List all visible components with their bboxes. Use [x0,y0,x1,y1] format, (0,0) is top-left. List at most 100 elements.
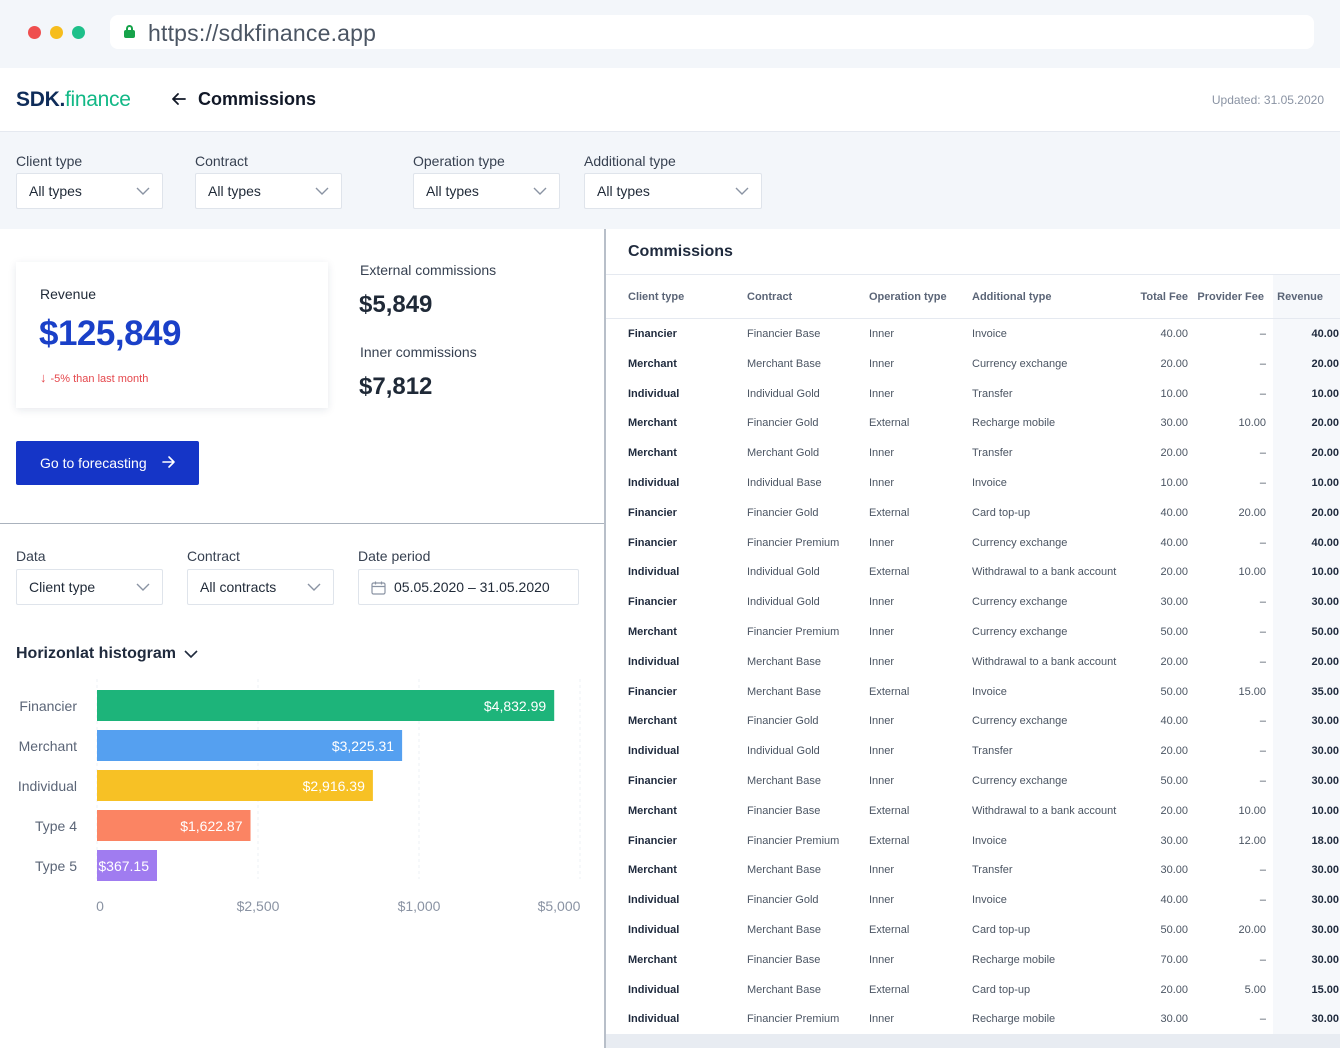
table-row[interactable]: Financier Financier Premium External Invoic… [606,826,1340,856]
table-row[interactable]: Individual Individual Gold External Withdra… [606,557,1340,587]
minimize-window-dot[interactable] [50,26,63,39]
cell-contract: Merchant Base [747,655,821,668]
cell-revenue: 10.00 [1311,477,1339,489]
table-row[interactable]: Merchant Financier Premium Inner Currency e… [606,617,1340,647]
cell-provider-fee: 10.00 [1238,417,1266,430]
column-header[interactable]: Total Fee [1140,291,1188,303]
table-row[interactable]: Merchant Financier Base Inner Recharge mobi… [606,945,1340,975]
contract-select[interactable]: All types [195,173,342,209]
cell-client-type: Merchant [628,447,677,460]
calendar-icon [371,581,386,595]
cell-additional-type: Card top-up [972,506,1031,519]
table-row[interactable]: Merchant Financier Base External Withdrawal… [606,796,1340,826]
table-row[interactable]: Individual Financier Gold Inner Invoice 40.0… [606,885,1340,915]
cell-provider-fee: – [1259,864,1266,877]
external-commissions-value: $5,849 [359,291,433,318]
cell-client-type: Financier [628,596,677,609]
table-row[interactable]: Individual Individual Gold Inner Transfer 10… [606,379,1340,409]
table-row[interactable]: Financier Financier Base Inner Invoice 40.00… [606,319,1340,349]
table-row[interactable]: Financier Financier Gold External Card top-… [606,498,1340,528]
cell-revenue: 30.00 [1311,1013,1339,1026]
table-row[interactable]: Merchant Merchant Gold Inner Transfer 20.00 –… [606,438,1340,468]
cell-provider-fee: – [1259,715,1266,728]
table-row[interactable]: Individual Merchant Base Inner Withdrawal t… [606,647,1340,677]
cell-total-fee: 30.00 [1160,834,1188,847]
additional-type-select[interactable]: All types [584,173,762,209]
cell-total-fee: 50.00 [1160,626,1188,638]
cell-operation-type: Inner [869,536,895,549]
chevron-down-icon[interactable] [184,648,198,660]
cell-client-type: Merchant [628,953,677,966]
logo[interactable]: SDK.finance [16,88,131,112]
cell-operation-type: Inner [869,477,895,489]
column-header[interactable]: Provider Fee [1197,291,1264,303]
cell-provider-fee: 10.00 [1238,804,1266,817]
cell-revenue: 40.00 [1311,328,1339,340]
cell-contract: Financier Premium [747,626,840,638]
chevron-down-icon [315,187,329,195]
column-header[interactable]: Operation type [869,291,947,303]
address-bar[interactable]: https://sdkfinance.app [110,15,1314,49]
close-window-dot[interactable] [28,26,41,39]
table-row[interactable]: Merchant Merchant Base Inner Currency excha… [606,349,1340,379]
column-header[interactable]: Contract [747,291,793,303]
cell-contract: Merchant Gold [747,447,820,460]
cell-total-fee: 50.00 [1160,924,1188,936]
cell-operation-type: Inner [869,626,895,638]
cell-operation-type: Inner [869,328,895,340]
client-type-select[interactable]: All types [16,173,163,209]
cell-client-type: Financier [628,328,677,340]
histogram-title[interactable]: Horizonlat histogram [16,645,177,662]
external-commissions-label: External commissions [360,262,497,278]
chevron-down-icon [533,187,547,195]
forecast-button-label: Go to forecasting [40,455,147,471]
cell-revenue: 30.00 [1311,715,1339,728]
cell-total-fee: 30.00 [1160,1013,1188,1026]
table-row[interactable]: Financier Individual Gold Inner Currency ex… [606,587,1340,617]
maximize-window-dot[interactable] [72,26,85,39]
date-period-picker[interactable]: 05.05.2020 – 31.05.2020 [358,569,579,605]
chart-contract-select[interactable]: All contracts [187,569,334,605]
column-header[interactable]: Additional type [972,291,1052,303]
column-header[interactable]: Client type [628,291,685,303]
cell-contract: Financier Premium [747,1013,840,1026]
go-to-forecasting-button[interactable]: Go to forecasting [16,441,199,485]
cell-total-fee: 50.00 [1160,775,1188,787]
chevron-down-icon [735,187,749,195]
cell-provider-fee: – [1259,626,1266,638]
cell-client-type: Merchant [628,864,677,877]
updated-timestamp: Updated: 31.05.2020 [1211,93,1324,107]
table-row[interactable]: Financier Merchant Base Inner Currency exch… [606,766,1340,796]
table-row[interactable]: Financier Financier Premium Inner Currency … [606,528,1340,558]
operation-type-select[interactable]: All types [413,173,560,209]
filter-label-client-type: Client type [16,153,83,169]
table-row[interactable]: Merchant Financier Gold Inner Currency exch… [606,706,1340,736]
cell-client-type: Merchant [628,417,677,430]
cell-additional-type: Card top-up [972,983,1031,996]
arrow-down-icon: ↓ [40,370,47,385]
bar-value-label: $4,832.99 [484,698,546,714]
table-row[interactable]: Individual Financier Premium Inner Recharge… [606,1004,1340,1034]
back-arrow-icon[interactable] [170,90,188,108]
cell-client-type: Merchant [628,804,677,817]
table-row[interactable]: Merchant Merchant Base Inner Transfer 30.00 –… [606,855,1340,885]
table-row[interactable]: Individual Merchant Base External Card top-… [606,975,1340,1005]
cell-operation-type: External [869,924,910,936]
bar-value-label: $2,916.39 [303,778,365,794]
cell-contract: Individual Gold [747,596,820,609]
browser-chrome: https://sdkfinance.app [0,0,1340,68]
cell-operation-type: Inner [869,953,895,966]
table-row[interactable]: Individual Individual Gold Inner Transfer 20… [606,736,1340,766]
cell-additional-type: Recharge mobile [972,1013,1056,1026]
cell-total-fee: 20.00 [1160,357,1188,370]
cell-client-type: Individual [628,1013,680,1026]
table-row[interactable]: Individual Merchant Base External Card top-… [606,915,1340,945]
cell-operation-type: Inner [869,1013,895,1026]
table-row[interactable]: Individual Individual Base Inner Invoice 10.… [606,468,1340,498]
column-header[interactable]: Revenue [1277,291,1323,303]
data-select[interactable]: Client type [16,569,163,605]
cell-contract: Financier Premium [747,834,840,847]
cell-revenue: 18.00 [1311,834,1339,847]
table-row[interactable]: Financier Merchant Base External Invoice 50.… [606,677,1340,707]
table-row[interactable]: Merchant Financier Gold External Recharge m… [606,408,1340,438]
